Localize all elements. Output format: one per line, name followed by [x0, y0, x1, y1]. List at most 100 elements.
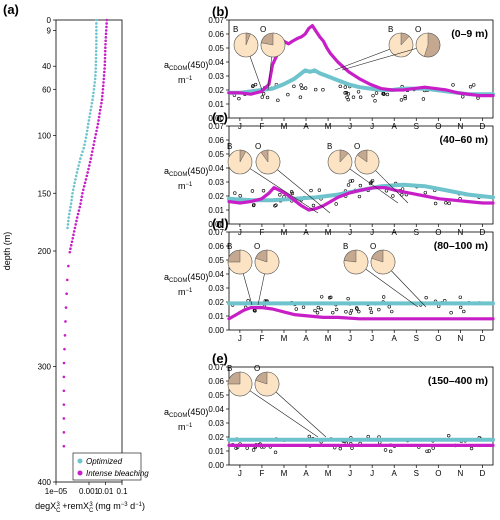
bleaching-point — [102, 77, 106, 81]
bleaching-point — [95, 126, 99, 129]
legend-bleaching: Intense bleaching — [86, 469, 149, 478]
month-label: A — [392, 334, 398, 343]
month-label: S — [414, 469, 419, 478]
bleaching-point — [90, 153, 93, 157]
optimized-point — [76, 167, 80, 171]
bleaching-point — [101, 91, 104, 95]
optimized-point — [71, 191, 74, 195]
y-tick-label: 0.07 — [208, 228, 224, 237]
observation-point — [373, 99, 377, 103]
optimized-point — [70, 198, 73, 202]
optimized-point — [91, 98, 94, 101]
panel-a-xtick-label: 0.01 — [98, 487, 114, 496]
observation-point — [472, 83, 476, 87]
y-axis-unit: m−1 — [178, 422, 193, 432]
legend-marker-bleaching — [77, 470, 83, 476]
panel-a-ytick-label: 9 — [47, 26, 52, 35]
month-label: N — [457, 122, 463, 131]
pie-slice — [423, 32, 441, 58]
bleaching-point — [75, 219, 78, 223]
optimized-point — [94, 70, 97, 74]
bleaching-point — [93, 139, 96, 143]
bleaching-point — [105, 18, 109, 22]
bleaching-point — [64, 320, 67, 323]
observation-point — [358, 183, 363, 188]
pie-slice — [354, 149, 380, 175]
observation-point — [346, 92, 351, 96]
pie-slice — [260, 32, 286, 58]
month-label: M — [281, 334, 288, 343]
observation-point — [468, 85, 473, 89]
optimized-point — [84, 136, 88, 140]
bleaching-point — [98, 108, 102, 112]
optimized-point — [75, 171, 79, 174]
panel-frame — [228, 366, 494, 466]
pie-label: B — [233, 25, 238, 34]
pie-leader-line — [266, 383, 327, 438]
panel-a-frame — [55, 19, 123, 483]
panel-d: (d) (80–100 m) 0.00 0.01 0.02 0.03 0.04 0.05 0.0… — [164, 216, 495, 343]
observation-point — [427, 449, 431, 453]
observation-point — [338, 84, 342, 89]
optimized-point — [94, 46, 98, 50]
observation-point — [343, 85, 347, 89]
optimized-point — [67, 216, 71, 219]
optimized-point — [95, 42, 98, 46]
y-tick-label: 0.01 — [208, 312, 224, 321]
panel-a-ytick-label: 200 — [38, 247, 52, 256]
observation-point — [265, 95, 270, 100]
observation-point — [403, 94, 407, 99]
optimized-point — [95, 29, 98, 32]
observation-point — [316, 305, 320, 310]
bleaching-point — [103, 56, 107, 60]
panel-frame — [228, 125, 494, 225]
optimized-point — [74, 178, 77, 181]
y-tick-label: 0.04 — [208, 58, 224, 67]
bleaching-point — [67, 264, 70, 268]
bleaching-point — [103, 49, 107, 53]
month-label: A — [392, 122, 398, 131]
y-tick-label: 0.03 — [208, 178, 224, 187]
bleaching-point — [81, 191, 84, 195]
month-label: D — [480, 469, 486, 478]
y-tick-label: 0.06 — [208, 242, 224, 251]
panel-a-ytick-label: 100 — [38, 132, 52, 141]
optimized-point — [92, 88, 96, 91]
month-label: O — [435, 122, 441, 131]
pie-label: B — [227, 364, 232, 373]
depth-range-label: (150–400 m) — [428, 375, 488, 387]
observation-point — [273, 450, 278, 455]
y-axis-label: aCDOM(450) — [164, 272, 208, 284]
y-tick-label: 0.07 — [208, 363, 224, 372]
observation-point — [250, 189, 255, 193]
y-tick-label: 0.01 — [208, 206, 224, 215]
month-label: J — [238, 228, 242, 237]
bleaching-point — [103, 70, 106, 74]
panel-label: (e) — [212, 351, 228, 366]
pie-slice — [255, 149, 281, 175]
panel-a-ytick-label: 60 — [42, 85, 51, 94]
month-label: D — [480, 122, 486, 131]
observation-point — [348, 179, 353, 183]
optimized-point — [90, 105, 93, 108]
y-tick-label: 0.04 — [208, 270, 224, 279]
panel-b: (b) (0–9 m) 0.00 0.01 0.02 0.03 0.04 0.05 0.06 0.… — [164, 4, 495, 131]
observation-point — [351, 95, 356, 99]
month-label: J — [348, 228, 352, 237]
observation-point — [374, 91, 379, 95]
observation-point — [381, 295, 386, 299]
bleaching-point — [72, 230, 76, 233]
pie-label: O — [254, 364, 260, 373]
bleaching-point — [82, 185, 86, 188]
optimized-point — [94, 53, 98, 56]
month-label: F — [259, 228, 264, 237]
bleaching-point — [90, 150, 94, 153]
optimized-point — [92, 91, 95, 95]
observation-point — [451, 83, 455, 87]
bleaching-point — [64, 306, 68, 309]
month-label: F — [259, 469, 264, 478]
depth-range-label: (80–100 m) — [434, 240, 488, 252]
bleaching-point — [78, 205, 82, 209]
observation-point — [449, 311, 453, 315]
optimized-point — [95, 36, 98, 39]
